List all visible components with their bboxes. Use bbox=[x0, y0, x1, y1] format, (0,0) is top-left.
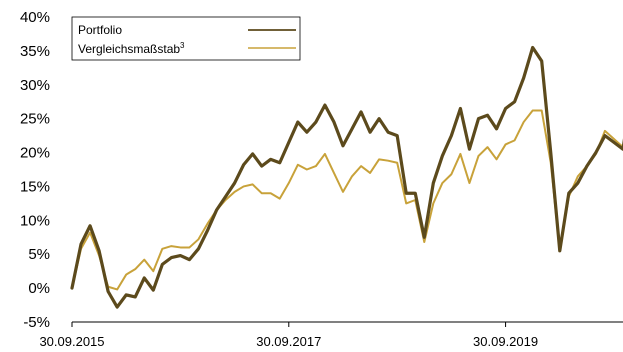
x-axis: 30.09.2015 30.09.2017 30.09.2019 bbox=[39, 321, 623, 349]
legend-box bbox=[71, 16, 301, 61]
series-line-benchmark bbox=[71, 109, 623, 291]
legend-label-benchmark: Vergleichsmaßstab3 bbox=[78, 41, 185, 56]
y-tick-label: 10% bbox=[20, 212, 50, 229]
y-tick-label: 20% bbox=[20, 145, 50, 162]
y-axis-ticks: -5% 0% 5% 10% 15% 20% 25% 30% 35% 40% bbox=[20, 9, 50, 331]
series-lines bbox=[70, 45, 623, 309]
x-tick-label: 30.09.2015 bbox=[39, 334, 104, 349]
y-tick-label: 0% bbox=[28, 280, 50, 297]
y-tick-label: 40% bbox=[20, 9, 50, 26]
y-tick-label: -5% bbox=[23, 314, 50, 331]
legend-label-portfolio: Portfolio bbox=[78, 23, 122, 37]
y-tick-label: 30% bbox=[20, 77, 50, 94]
y-tick-label: 5% bbox=[28, 246, 50, 263]
y-tick-label: 35% bbox=[20, 43, 50, 60]
x-tick-label: 30.09.2019 bbox=[473, 334, 538, 349]
y-tick-label: 15% bbox=[20, 178, 50, 195]
series-line-portfolio bbox=[70, 45, 623, 309]
legend: Portfolio Vergleichsmaßstab3 bbox=[71, 16, 301, 61]
y-tick-label: 25% bbox=[20, 111, 50, 128]
x-tick-label: 30.09.2017 bbox=[256, 334, 321, 349]
